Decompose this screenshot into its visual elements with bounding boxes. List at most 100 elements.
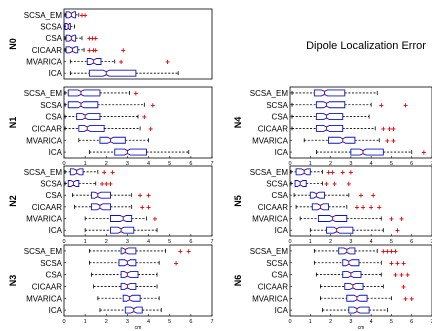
- outlier-marker: +: [381, 247, 386, 256]
- x-tick-label: 4: [147, 161, 150, 167]
- outlier-marker: +: [385, 136, 390, 145]
- category-label: ICA: [49, 306, 63, 315]
- box: [118, 259, 137, 267]
- category-label: CSA: [46, 34, 63, 43]
- category-label: CSA: [272, 271, 289, 280]
- box: [67, 101, 99, 109]
- outlier-marker: +: [377, 203, 382, 212]
- category-label: CICAAR: [258, 282, 288, 291]
- outlier-marker: +: [138, 191, 143, 200]
- category-label: CICAAR: [32, 282, 62, 291]
- x-tick-label: 2: [329, 319, 332, 325]
- x-tick-label: 2: [105, 161, 108, 167]
- box: [78, 124, 105, 132]
- x-tick-label: 3: [349, 239, 352, 245]
- outlier-marker: +: [108, 180, 113, 189]
- x-tick-label: 2: [329, 239, 332, 245]
- outlier-marker: +: [80, 11, 85, 20]
- outlier-marker: +: [100, 180, 105, 189]
- outlier-marker: +: [83, 11, 88, 20]
- panel-label: N0: [8, 38, 18, 50]
- box: [99, 136, 126, 144]
- x-tick-label: 7: [210, 161, 213, 167]
- box: [64, 23, 71, 30]
- box: [294, 180, 307, 187]
- box: [67, 89, 101, 97]
- outlier-marker: +: [150, 101, 155, 110]
- box: [120, 282, 137, 290]
- category-label: CICAAR: [258, 203, 288, 212]
- category-label: MVARICA: [26, 294, 63, 303]
- panel-label: N2: [8, 195, 18, 207]
- category-label: SCSA_EM: [24, 11, 63, 20]
- x-tick-label: 5: [390, 161, 393, 167]
- box: [67, 180, 80, 187]
- x-tick-label: 4: [370, 239, 373, 245]
- x-tick-label: 4: [370, 161, 373, 167]
- x-tick-label: 7: [430, 319, 432, 325]
- x-tick-label: 3: [126, 319, 129, 325]
- x-tick-label: 2: [105, 239, 108, 245]
- category-label: SCSA: [40, 259, 62, 268]
- plot-area: [63, 165, 213, 237]
- box: [76, 113, 101, 121]
- category-label: MVARICA: [26, 215, 63, 224]
- x-tick-label: 3: [349, 319, 352, 325]
- plot-area: [63, 244, 213, 317]
- category-label: MVARICA: [26, 136, 63, 145]
- outlier-marker: +: [134, 89, 139, 98]
- outlier-marker: +: [393, 247, 398, 256]
- plot-area: [289, 244, 432, 317]
- outlier-marker: +: [87, 46, 92, 55]
- box: [342, 271, 362, 279]
- x-tick-label: 0: [62, 161, 65, 167]
- category-label: SCSA_EM: [250, 247, 289, 256]
- category-label: SCSA_EM: [250, 168, 289, 177]
- outlier-marker: +: [379, 101, 384, 110]
- x-tick-label: 3: [349, 161, 352, 167]
- outlier-marker: +: [153, 215, 158, 224]
- box: [65, 46, 79, 54]
- box: [295, 168, 311, 176]
- category-label: SCSA: [266, 180, 288, 189]
- category-label: MVARICA: [252, 294, 289, 303]
- x-tick-label: 7: [430, 161, 432, 167]
- box: [86, 58, 102, 65]
- category-label: CSA: [46, 271, 63, 280]
- box: [346, 294, 368, 302]
- outlier-marker: +: [87, 34, 92, 43]
- x-tick-label: 4: [370, 319, 373, 325]
- box: [114, 148, 147, 156]
- category-label: ICA: [275, 148, 289, 157]
- box: [91, 203, 111, 211]
- category-label: MVARICA: [252, 136, 289, 145]
- x-axis-label: cm: [358, 325, 365, 331]
- outlier-marker: +: [409, 294, 414, 303]
- category-label: SCSA: [266, 101, 288, 110]
- box: [91, 191, 111, 199]
- outlier-marker: +: [146, 191, 151, 200]
- outlier-marker: +: [93, 46, 98, 55]
- outlier-marker: +: [403, 294, 408, 303]
- outlier-marker: +: [395, 259, 400, 268]
- box: [326, 226, 354, 234]
- box: [88, 69, 137, 77]
- figure-title: Dipole Localization Error: [306, 40, 426, 52]
- box: [69, 168, 84, 176]
- box: [328, 136, 356, 144]
- panel-n5: N501234567SCSA_EM++++SCSA+++CSA++CICAAR+…: [233, 165, 432, 245]
- x-tick-label: 1: [84, 319, 87, 325]
- category-label: CSA: [46, 113, 63, 122]
- box: [313, 89, 346, 97]
- panel-n1: N1 0 1 2 3 4 5 6 7 SCSA_EM + SCSA + CSA + CICAAR + MVARIC…: [8, 86, 214, 167]
- x-axis-label: cm: [135, 325, 142, 331]
- outlier-marker: +: [359, 191, 364, 200]
- outlier-marker: +: [332, 180, 337, 189]
- x-tick-label: 2: [329, 161, 332, 167]
- outlier-marker: +: [326, 168, 331, 177]
